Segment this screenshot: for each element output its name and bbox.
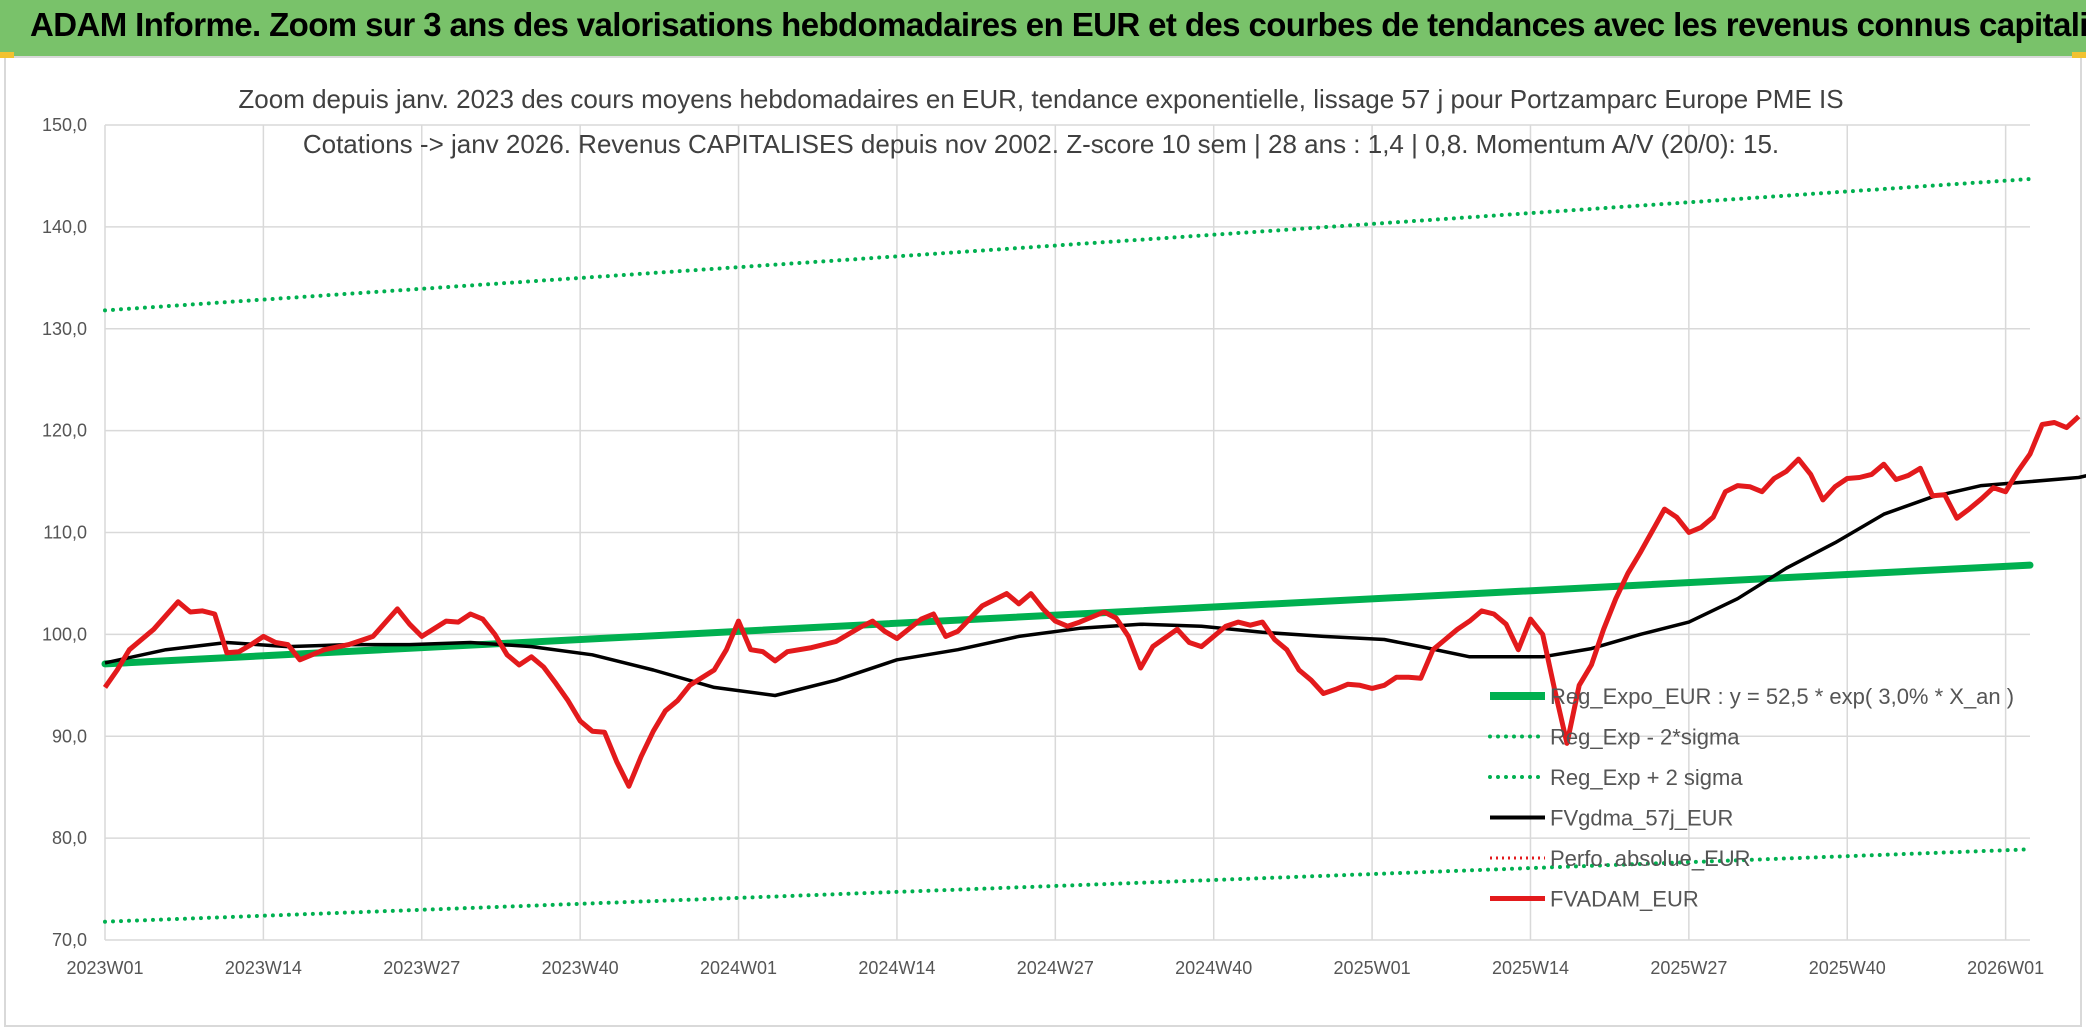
series-lines bbox=[101, 177, 2086, 924]
y-tick-label: 100,0 bbox=[42, 624, 87, 644]
y-tick-label: 110,0 bbox=[43, 523, 87, 543]
y-tick-label: 80,0 bbox=[52, 828, 87, 848]
x-tick-label: 2025W01 bbox=[1334, 958, 1411, 978]
series-mma bbox=[104, 474, 2086, 698]
chart-legend: Reg_Expo_EUR : y = 52,5 * exp( 3,0% * X_… bbox=[1488, 684, 2014, 912]
y-tick-label: 130,0 bbox=[42, 319, 87, 339]
x-tick-label: 2025W40 bbox=[1809, 958, 1886, 978]
x-tick-label: 2025W27 bbox=[1650, 958, 1727, 978]
frame-corner-right bbox=[2072, 52, 2086, 58]
report-banner: ADAM Informe. Zoom sur 3 ans des valoris… bbox=[0, 0, 2086, 56]
y-tick-label: 120,0 bbox=[42, 421, 87, 441]
series-price bbox=[102, 414, 2081, 789]
y-axis-ticks: 70,0 80,0 90,0 100,0 110,0 120,0 130,0 140,0 150… bbox=[42, 115, 87, 950]
x-tick-label: 2024W01 bbox=[700, 958, 777, 978]
legend-label-mma: FVgdma_57j_EUR bbox=[1550, 806, 1733, 831]
x-tick-label: 2023W01 bbox=[66, 958, 143, 978]
x-tick-label: 2025W14 bbox=[1492, 958, 1569, 978]
x-tick-label: 2023W27 bbox=[383, 958, 460, 978]
series-lo bbox=[103, 847, 2032, 924]
chart-title-line-2: Cotations -> janv 2026. Revenus CAPITALI… bbox=[303, 129, 1779, 159]
x-tick-label: 2023W14 bbox=[225, 958, 302, 978]
y-tick-label: 90,0 bbox=[52, 726, 87, 746]
x-tick-label: 2024W14 bbox=[858, 958, 935, 978]
chart-frame bbox=[4, 56, 2082, 1027]
gridlines bbox=[104, 124, 2030, 941]
chart-title-line-1: Zoom depuis janv. 2023 des cours moyens … bbox=[238, 84, 1843, 114]
x-axis-ticks: 2023W01 2023W14 2023W27 2023W40 2024W01 2024W… bbox=[66, 958, 2044, 978]
y-tick-label: 150,0 bbox=[42, 115, 87, 135]
legend-label-lo: Reg_Exp - 2*sigma bbox=[1550, 725, 1740, 750]
x-tick-label: 2026W01 bbox=[1967, 958, 2044, 978]
frame-corner-left bbox=[0, 52, 14, 58]
x-tick-label: 2024W40 bbox=[1175, 958, 1252, 978]
legend-label-price: FVADAM_EUR bbox=[1550, 887, 1699, 912]
y-tick-label: 140,0 bbox=[42, 217, 87, 237]
legend-label-hi: Reg_Exp + 2 sigma bbox=[1550, 765, 1743, 790]
report-title: ADAM Informe. Zoom sur 3 ans des valoris… bbox=[30, 6, 2086, 43]
legend-label-reg: Reg_Expo_EUR : y = 52,5 * exp( 3,0% * X_… bbox=[1550, 684, 2014, 709]
x-tick-label: 2024W27 bbox=[1017, 958, 1094, 978]
series-reg bbox=[101, 561, 2034, 668]
series-hi bbox=[103, 177, 2032, 313]
y-tick-label: 70,0 bbox=[52, 930, 87, 950]
legend-label-perfo: Perfo. absolue_EUR bbox=[1550, 846, 1751, 871]
x-tick-label: 2023W40 bbox=[542, 958, 619, 978]
